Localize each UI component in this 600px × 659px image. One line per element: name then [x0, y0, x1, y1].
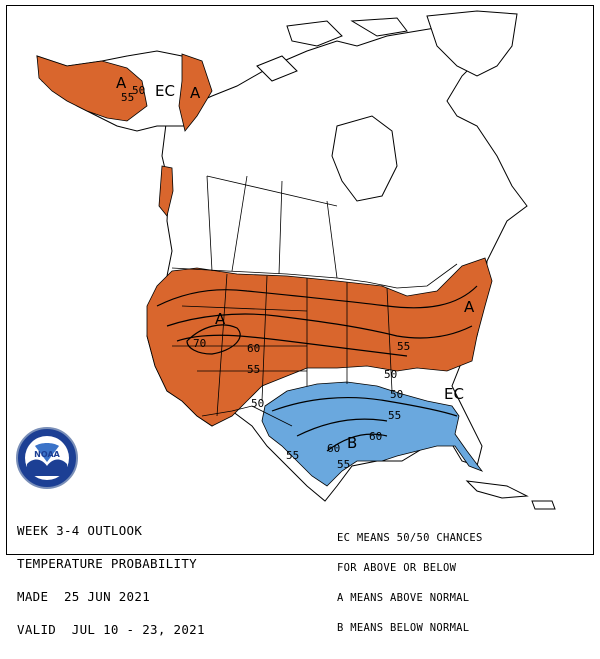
- contour-70-us: [186, 324, 241, 355]
- arctic-island-3: [256, 55, 298, 82]
- legend-line-4: B MEANS BELOW NORMAL: [337, 622, 470, 634]
- map-frame: A 55 50 EC A A 70 60 55 50 A 55 50 50 EC…: [6, 5, 594, 636]
- label-south-b: B: [347, 434, 357, 452]
- hudson-bay: [331, 115, 398, 202]
- label-south-60b: 60: [369, 430, 382, 443]
- contour-50-us: [156, 285, 478, 309]
- label-alaska-ec: EC: [155, 82, 175, 100]
- contour-50-south: [271, 397, 458, 417]
- label-alaska-55: 55: [121, 91, 134, 104]
- label-ne-55: 55: [397, 340, 410, 353]
- above-normal-regions: [36, 53, 493, 427]
- label-se-50b: 50: [390, 388, 403, 401]
- cuba-outline: [465, 480, 529, 499]
- contour-60-south: [326, 433, 388, 452]
- label-se-50: 50: [384, 368, 397, 381]
- contour-60-us: [176, 334, 408, 357]
- label-south-55a: 55: [388, 409, 401, 422]
- label-south-60a: 60: [327, 442, 340, 455]
- outlook-map: A 55 50 EC A A 70 60 55 50 A 55 50 50 EC…: [36, 10, 556, 510]
- noaa-logo: NOAA: [16, 427, 78, 489]
- alaska-above: [36, 55, 148, 122]
- probability-contours: [156, 285, 478, 452]
- greenland-outline: [426, 10, 518, 77]
- label-contour-50-west: 50: [251, 397, 264, 410]
- legend: EC MEANS 50/50 CHANCES FOR ABOVE OR BELO…: [337, 513, 483, 653]
- label-yukon-a: A: [190, 84, 201, 102]
- info-line-4: VALID JUL 10 - 23, 2021: [17, 622, 205, 637]
- label-contour-70: 70: [193, 337, 206, 350]
- contour-55-us: [166, 313, 473, 339]
- info-line-3: MADE 25 JUN 2021: [17, 589, 151, 604]
- yukon-above: [178, 53, 213, 132]
- legend-line-2: FOR ABOVE OR BELOW: [337, 562, 457, 574]
- canada-provinces: [206, 175, 338, 279]
- outlook-info: WEEK 3-4 OUTLOOK TEMPERATURE PROBABILITY…: [17, 503, 205, 657]
- label-west-a: A: [215, 310, 226, 328]
- label-ne-a: A: [464, 298, 475, 316]
- us-mexico-border: [201, 405, 293, 427]
- label-west-55: 55: [337, 458, 350, 471]
- label-alaska-a: A: [116, 74, 127, 92]
- arctic-island-1: [286, 20, 343, 47]
- arctic-island-2: [350, 17, 408, 37]
- contour-55-south: [296, 418, 388, 437]
- legend-line-3: A MEANS ABOVE NORMAL: [337, 592, 470, 604]
- us-above: [146, 257, 493, 427]
- info-line-1: WEEK 3-4 OUTLOOK: [17, 523, 143, 538]
- map-labels: A 55 50 EC A A 70 60 55 50 A 55 50 50 EC…: [116, 74, 475, 471]
- label-contour-60: 60: [247, 342, 260, 355]
- bc-coast-above: [158, 165, 174, 217]
- hispaniola-outline: [531, 500, 556, 510]
- logo-text: NOAA: [34, 450, 60, 459]
- label-se-ec: EC: [444, 385, 464, 403]
- legend-line-1: EC MEANS 50/50 CHANCES: [337, 532, 483, 544]
- label-south-55b: 55: [286, 449, 299, 462]
- us-canada-border: [171, 263, 458, 289]
- label-contour-55: 55: [247, 363, 260, 376]
- label-alaska-50: 50: [132, 84, 145, 97]
